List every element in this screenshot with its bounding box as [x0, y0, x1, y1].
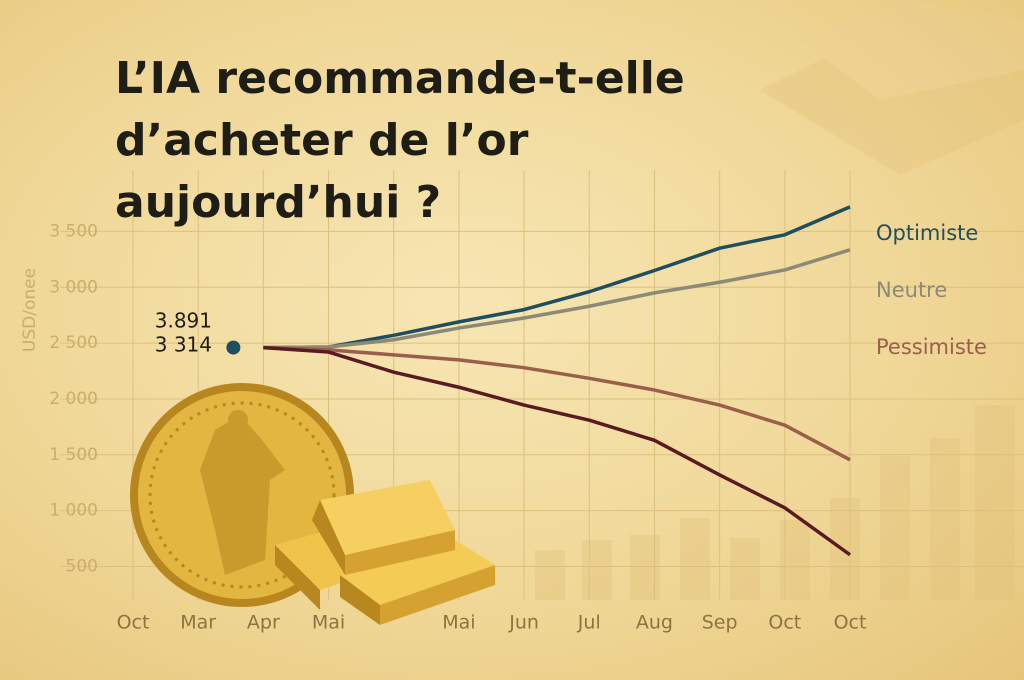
x-tick-label: Sep [702, 612, 738, 634]
annotation: 3 314 [155, 333, 212, 357]
chart-title: L’IA recommande-t-elle d’acheter de l’or… [115, 53, 685, 228]
y-tick-label: 3 000 [49, 277, 98, 297]
start-point [226, 340, 241, 355]
x-tick-label: Oct [117, 612, 150, 634]
x-tick-label: Mai [312, 612, 345, 634]
y-axis-label: USD/onee [20, 268, 40, 352]
legend-label: Pessimiste [876, 335, 987, 359]
y-tick-label: 1 500 [49, 445, 98, 465]
y-tick-label: 3 500 [49, 221, 98, 241]
annotation: 3.891 [155, 309, 212, 333]
plot: 500 1 000 1 500 2 000 2 500 3 000 3 500 Oct Mar A… [20, 170, 1024, 634]
series-line [263, 345, 851, 462]
y-tick-label: 1 000 [49, 501, 98, 521]
y-tick-label: 2 500 [49, 333, 98, 353]
decor-bars [535, 0, 1024, 600]
series-line [263, 345, 852, 557]
x-tick-label: Mar [180, 612, 216, 634]
x-tick-label: Mai [442, 612, 475, 634]
y-tick-label: 500 [66, 556, 98, 576]
x-tick-label: Oct [834, 612, 867, 634]
series-line [263, 248, 851, 350]
legend-label: Neutre [876, 278, 947, 302]
gold-bars [275, 480, 495, 625]
y-tick-label: 2 000 [49, 389, 98, 409]
x-tick-label: Jul [577, 612, 601, 634]
x-tick-label: Apr [247, 612, 280, 634]
x-tick-label: Jun [508, 612, 539, 634]
legend-label: Optimiste [876, 221, 978, 245]
x-tick-label: Aug [636, 612, 673, 634]
x-tick-label: Oct [768, 612, 801, 634]
series-line [263, 205, 851, 350]
